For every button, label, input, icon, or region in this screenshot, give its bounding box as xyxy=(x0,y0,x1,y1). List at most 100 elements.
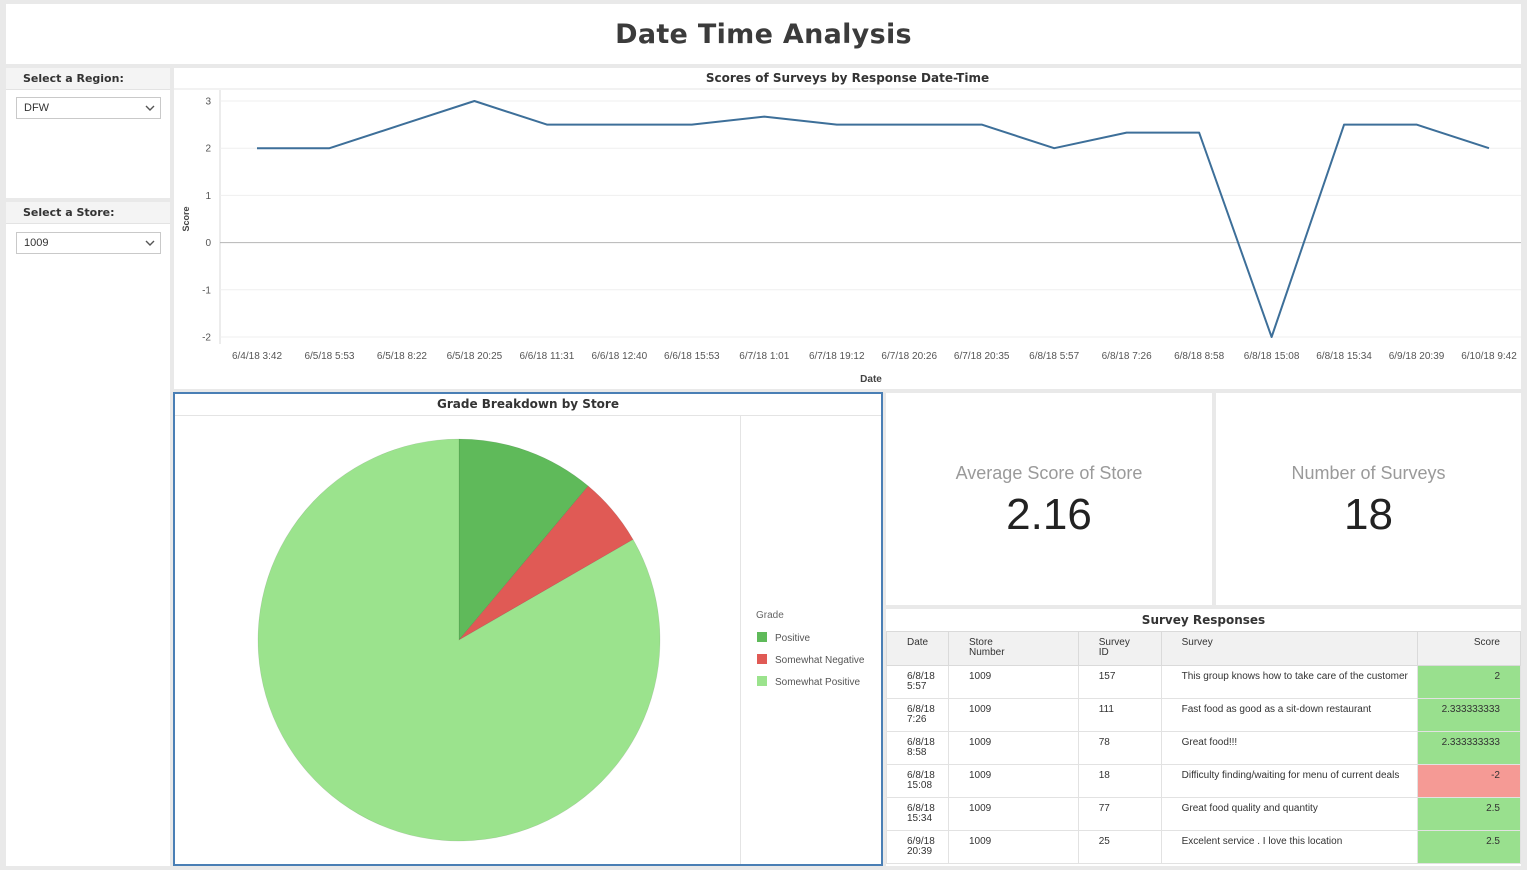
cell-score: 2.333333333 xyxy=(1417,698,1521,732)
table-row[interactable]: 6/8/18 15:08 1009 18 Difficulty finding/wai… xyxy=(886,764,1521,798)
store-select[interactable]: 1009 xyxy=(16,232,161,254)
cell-store-number: 1009 xyxy=(947,764,1079,798)
cell-store-number: 1009 xyxy=(947,731,1079,765)
y-axis-label: Score xyxy=(181,206,191,231)
survey-count-card: Number of Surveys 18 xyxy=(1216,393,1521,605)
store-select-value: 1009 xyxy=(24,237,49,249)
table-row[interactable]: 6/8/18 8:58 1009 78 Great food!!! 2.33333333… xyxy=(886,731,1521,765)
pie-slice-somewhat-positive[interactable] xyxy=(257,438,661,842)
average-score-card: Average Score of Store 2.16 xyxy=(886,393,1212,605)
survey-responses-title: Survey Responses xyxy=(1141,613,1266,627)
x-tick-label: 6/6/18 11:31 xyxy=(519,351,574,362)
x-tick-label: 6/7/18 20:26 xyxy=(881,351,937,362)
store-filter-label: Select a Store: xyxy=(6,202,170,224)
chevron-down-icon xyxy=(145,240,155,246)
cell-date: 6/8/18 15:08 xyxy=(886,764,949,798)
cell-score: 2.5 xyxy=(1417,797,1521,831)
cell-score: -2 xyxy=(1417,764,1521,798)
average-score-value: 2.16 xyxy=(1006,490,1092,539)
cell-survey-text: Fast food as good as a sit-down restaura… xyxy=(1160,698,1419,732)
legend-swatch xyxy=(757,632,767,642)
title-bar: Date Time Analysis xyxy=(6,4,1521,64)
table-row[interactable]: 6/8/18 15:34 1009 77 Great food quality and… xyxy=(886,797,1521,831)
cell-survey-text: This group knows how to take care of the… xyxy=(1160,665,1419,699)
x-tick-label: 6/7/18 20:35 xyxy=(954,351,1010,362)
y-tick-label: 3 xyxy=(205,97,211,108)
x-tick-label: 6/5/18 8:22 xyxy=(377,351,427,362)
x-tick-label: 6/8/18 7:26 xyxy=(1102,351,1152,362)
cell-store-number: 1009 xyxy=(947,797,1079,831)
cell-score: 2.5 xyxy=(1417,830,1521,864)
x-tick-label: 6/6/18 12:40 xyxy=(592,351,648,362)
region-filter-label: Select a Region: xyxy=(6,68,170,90)
survey-responses-panel: Survey Responses Date Store Number Surve… xyxy=(886,609,1521,866)
x-tick-label: 6/8/18 8:58 xyxy=(1174,351,1224,362)
legend-item-label[interactable]: Somewhat Negative xyxy=(775,655,865,666)
cell-survey-text: Excelent service . I love this location xyxy=(1160,830,1419,864)
legend-divider xyxy=(740,416,741,864)
x-tick-label: 6/9/18 20:39 xyxy=(1389,351,1445,362)
x-tick-label: 6/7/18 1:01 xyxy=(739,351,789,362)
pie-title-divider xyxy=(175,415,881,416)
survey-count-value: 18 xyxy=(1344,490,1393,539)
cell-date: 6/8/18 5:57 xyxy=(886,665,949,699)
cell-date: 6/9/18 20:39 xyxy=(886,830,949,864)
y-tick-label: 0 xyxy=(205,238,211,249)
x-tick-label: 6/5/18 5:53 xyxy=(304,351,354,362)
column-header-survey-id[interactable]: Survey ID xyxy=(1077,631,1162,666)
cell-store-number: 1009 xyxy=(947,830,1079,864)
cell-survey-id: 25 xyxy=(1077,830,1162,864)
table-row[interactable]: 6/8/18 7:26 1009 111 Fast food as good as a… xyxy=(886,698,1521,732)
column-header-store-number[interactable]: Store Number xyxy=(947,631,1079,666)
pie-chart-panel: Grade Breakdown by Store Grade Positive So… xyxy=(173,392,883,866)
survey-count-label: Number of Surveys xyxy=(1291,463,1446,483)
cell-survey-id: 111 xyxy=(1077,698,1162,732)
pie-slice-somewhat-negative[interactable] xyxy=(458,485,634,641)
region-select[interactable]: DFW xyxy=(16,97,161,119)
cell-store-number: 1009 xyxy=(947,665,1079,699)
table-header-row: Date Store Number Survey ID Survey Score xyxy=(886,631,1521,666)
column-header-score[interactable]: Score xyxy=(1417,631,1521,666)
x-tick-label: 6/5/18 20:25 xyxy=(447,351,503,362)
store-filter-panel: Select a Store: 1009 xyxy=(6,202,170,866)
table-row[interactable]: 6/9/18 20:39 1009 25 Excelent service . I l… xyxy=(886,830,1521,864)
pie-chart-title: Grade Breakdown by Store xyxy=(437,397,619,411)
y-tick-label: 1 xyxy=(205,191,211,202)
x-tick-label: 6/6/18 15:53 xyxy=(664,351,720,362)
pie-slice-positive[interactable] xyxy=(458,438,589,641)
legend-swatch xyxy=(757,676,767,686)
cell-survey-text: Difficulty finding/waiting for menu of c… xyxy=(1160,764,1419,798)
y-tick-label: -2 xyxy=(202,333,211,344)
cell-survey-id: 157 xyxy=(1077,665,1162,699)
cell-survey-id: 78 xyxy=(1077,731,1162,765)
cell-survey-id: 77 xyxy=(1077,797,1162,831)
pie-chart: Grade Positive Somewhat Negative Somewhat P… xyxy=(257,438,865,842)
x-axis-label: Date xyxy=(860,374,882,385)
legend-swatch xyxy=(757,654,767,664)
column-header-survey[interactable]: Survey xyxy=(1160,631,1419,666)
x-tick-label: 6/8/18 5:57 xyxy=(1029,351,1079,362)
cell-score: 2.333333333 xyxy=(1417,731,1521,765)
column-header-date[interactable]: Date xyxy=(886,631,949,666)
x-tick-label: 6/8/18 15:34 xyxy=(1316,351,1372,362)
x-tick-label: 6/8/18 15:08 xyxy=(1244,351,1300,362)
average-score-label: Average Score of Store xyxy=(955,463,1143,483)
table-row[interactable]: 6/8/18 5:57 1009 157 This group knows how t… xyxy=(886,665,1521,699)
legend-item-label[interactable]: Positive xyxy=(775,633,810,644)
line-chart-panel: Scores of Surveys by Response Date-Time … xyxy=(174,68,1521,389)
line-chart: 3 2 1 0 -1 -2 6/4/18 3:42 6/5/18 5:53 6/5/18 8:2… xyxy=(174,88,1521,385)
cell-survey-text: Great food quality and quantity xyxy=(1160,797,1419,831)
dashboard-title: Date Time Analysis xyxy=(615,18,912,50)
survey-responses-table: Date Store Number Survey ID Survey Score… xyxy=(886,631,1521,864)
region-filter-panel: Select a Region: DFW xyxy=(6,68,170,198)
x-tick-label: 6/4/18 3:42 xyxy=(232,351,282,362)
cell-date: 6/8/18 7:26 xyxy=(886,698,949,732)
cell-date: 6/8/18 8:58 xyxy=(886,731,949,765)
region-select-value: DFW xyxy=(24,102,50,114)
cell-store-number: 1009 xyxy=(947,698,1079,732)
legend-item-label[interactable]: Somewhat Positive xyxy=(775,677,860,688)
y-tick-label: 2 xyxy=(205,144,211,155)
line-chart-title: Scores of Surveys by Response Date-Time xyxy=(705,71,990,85)
cell-date: 6/8/18 15:34 xyxy=(886,797,949,831)
score-series-line[interactable] xyxy=(257,100,1490,338)
